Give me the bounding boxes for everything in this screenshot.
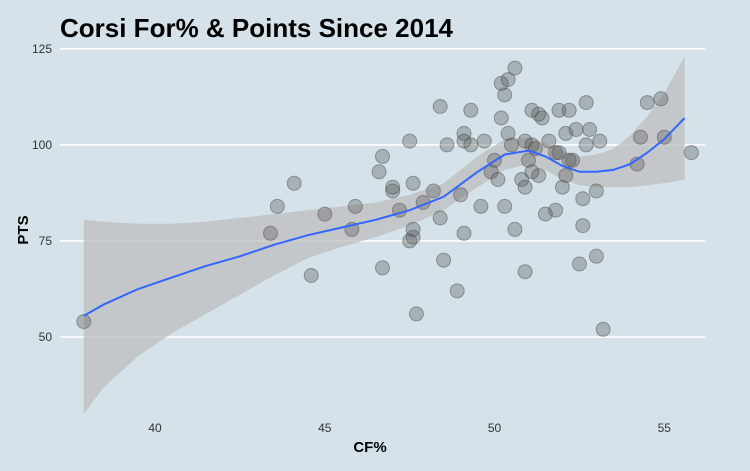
data-point-56 <box>531 168 547 184</box>
x-tick-label-50: 50 <box>488 421 502 435</box>
y-tick-label-125: 125 <box>32 42 52 56</box>
data-point-77 <box>582 122 598 137</box>
data-point-49 <box>517 264 533 280</box>
data-point-73 <box>575 191 591 207</box>
data-point-46 <box>507 60 523 76</box>
data-point-57 <box>531 106 547 122</box>
data-point-84 <box>639 95 655 111</box>
data-point-64 <box>551 145 567 161</box>
data-point-78 <box>588 183 604 199</box>
data-point-76 <box>578 137 594 153</box>
data-point-79 <box>588 248 604 264</box>
x-tick-label-45: 45 <box>318 421 332 435</box>
data-point-31 <box>463 102 479 118</box>
data-point-16 <box>405 229 421 245</box>
data-point-87 <box>683 145 699 161</box>
data-point-72 <box>571 256 587 272</box>
data-point-48 <box>517 179 533 195</box>
data-point-15 <box>402 233 418 249</box>
data-point-23 <box>432 210 448 226</box>
data-point-17 <box>405 221 421 237</box>
data-point-9 <box>375 148 390 164</box>
data-point-33 <box>473 198 489 214</box>
data-point-81 <box>595 321 611 337</box>
data-point-35 <box>483 164 499 180</box>
data-point-68 <box>561 102 577 118</box>
smooth-line-group <box>83 117 686 317</box>
smooth-line <box>83 117 686 317</box>
data-point-53 <box>524 102 540 118</box>
data-point-29 <box>456 225 472 241</box>
data-point-71 <box>568 122 584 137</box>
data-point-34 <box>476 133 492 149</box>
x-axis-ticks: 40 45 50 55 <box>148 421 671 435</box>
data-points <box>76 60 699 337</box>
data-point-85 <box>653 91 669 107</box>
data-point-43 <box>500 125 516 141</box>
data-point-30 <box>456 133 472 149</box>
data-point-47 <box>514 172 530 187</box>
data-point-25 <box>439 137 455 153</box>
data-point-1 <box>263 225 278 241</box>
data-point-7 <box>347 198 363 214</box>
x-tick-label-55: 55 <box>658 421 672 435</box>
data-point-19 <box>408 306 424 322</box>
data-point-70 <box>565 152 581 168</box>
y-tick-label-50: 50 <box>39 330 53 344</box>
data-point-65 <box>554 179 570 195</box>
data-point-38 <box>493 75 509 91</box>
data-point-26 <box>449 283 465 299</box>
data-point-4 <box>303 268 319 283</box>
data-point-0 <box>76 314 92 330</box>
data-point-44 <box>504 137 519 153</box>
data-point-50 <box>517 133 533 149</box>
y-tick-label-75: 75 <box>39 234 53 248</box>
x-tick-label-40: 40 <box>148 421 162 435</box>
data-point-60 <box>541 133 557 149</box>
data-point-52 <box>524 164 540 180</box>
data-point-37 <box>490 172 506 187</box>
data-point-39 <box>493 110 509 126</box>
data-point-3 <box>286 175 302 191</box>
data-point-66 <box>558 168 574 184</box>
data-point-27 <box>453 187 469 203</box>
y-tick-label-100: 100 <box>32 138 52 152</box>
data-point-83 <box>633 129 648 145</box>
data-point-10 <box>375 260 390 276</box>
data-point-5 <box>317 206 333 222</box>
data-point-2 <box>269 198 285 214</box>
data-point-18 <box>405 175 421 191</box>
confidence-band-area <box>83 56 685 414</box>
y-axis-ticks: 50 75 100 125 <box>32 42 52 344</box>
data-point-40 <box>497 198 513 214</box>
data-point-11 <box>385 183 401 199</box>
data-point-12 <box>385 179 401 195</box>
data-point-62 <box>548 202 564 218</box>
data-point-74 <box>575 218 591 234</box>
data-point-22 <box>432 99 448 114</box>
data-point-41 <box>497 87 513 103</box>
data-point-58 <box>534 110 550 126</box>
data-point-75 <box>578 95 594 111</box>
y-axis-title: PTS <box>15 215 32 244</box>
data-point-67 <box>558 125 574 141</box>
data-point-24 <box>436 252 452 268</box>
data-point-42 <box>500 72 516 88</box>
data-point-45 <box>507 221 523 237</box>
confidence-band <box>83 56 685 414</box>
x-axis-title: CF% <box>353 439 386 456</box>
data-point-28 <box>456 125 472 141</box>
data-point-8 <box>371 164 387 180</box>
data-point-61 <box>548 145 564 161</box>
data-point-63 <box>551 102 567 118</box>
data-point-51 <box>521 152 536 168</box>
data-point-80 <box>592 133 608 149</box>
data-point-32 <box>463 137 479 153</box>
data-point-59 <box>537 206 553 222</box>
chart-title: Corsi For% & Points Since 2014 <box>60 13 454 43</box>
data-point-21 <box>425 183 441 199</box>
data-point-14 <box>402 133 418 149</box>
